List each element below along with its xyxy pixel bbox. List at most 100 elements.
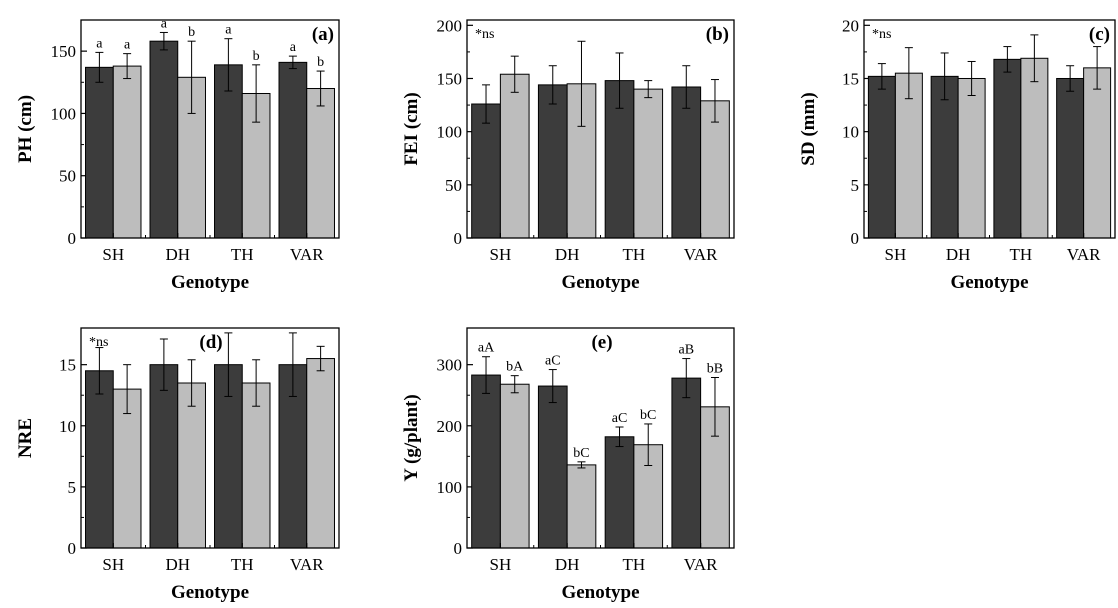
panel-label: (c) <box>1089 24 1110 45</box>
bar-series1-SH <box>85 66 114 239</box>
y-tick-label: 0 <box>454 539 463 558</box>
significance-label: a <box>290 40 297 55</box>
y-tick-label: 150 <box>51 42 77 61</box>
significance-label: bC <box>573 446 589 461</box>
bar-series1-DH <box>537 84 568 239</box>
y-tick-label: 10 <box>842 123 859 142</box>
y-tick-label: 300 <box>437 356 463 375</box>
x-tick-label: TH <box>623 555 646 574</box>
bar-series1-TH <box>993 58 1022 239</box>
y-tick-label: 15 <box>59 356 76 375</box>
bar-series1-TH <box>604 436 635 549</box>
bar-series2-SH <box>112 65 142 239</box>
bar-series1-DH <box>149 40 179 239</box>
y-tick-label: 10 <box>59 417 76 436</box>
y-tick-label: 0 <box>454 229 463 248</box>
x-axis-title: Genotype <box>171 272 249 293</box>
significance-annotation: *ns <box>475 27 494 42</box>
chart-panel-a: 0 50 100 150 a a a a a b b b SH DH TH VAR Genotype PH (cm… <box>15 16 340 293</box>
bar-series2-VAR <box>1083 67 1112 239</box>
x-axis-title: Genotype <box>950 272 1028 293</box>
x-axis-title: Genotype <box>171 582 249 603</box>
bar-series1-VAR <box>671 86 702 239</box>
bar-series2-TH <box>1020 57 1049 239</box>
chart-panel-d: 0 5 10 15 SH DH TH VAR Genotype NRE (d) *ns <box>15 327 340 603</box>
y-tick-label: 100 <box>51 104 77 123</box>
y-axis-title: PH (cm) <box>15 95 36 163</box>
significance-label: a <box>161 16 168 31</box>
y-axis-title: SD (mm) <box>798 92 819 165</box>
chart-panel-e: 0 100 200 300 aA aC aC aB bA bC bC bB SH DH TH VAR Genot… <box>401 327 735 603</box>
y-tick-label: 15 <box>842 69 859 88</box>
bar-series2-DH <box>177 382 206 549</box>
significance-label: bC <box>640 408 656 423</box>
y-tick-label: 50 <box>445 176 462 195</box>
x-tick-label: VAR <box>1067 245 1101 264</box>
x-tick-label: TH <box>231 555 254 574</box>
significance-label: aA <box>478 341 495 356</box>
x-tick-label: DH <box>555 555 580 574</box>
y-axis-title: NRE <box>15 418 36 458</box>
significance-label: a <box>124 38 131 53</box>
y-tick-label: 100 <box>437 478 463 497</box>
bar-series1-DH <box>537 385 568 549</box>
chart-panel-b: 0 50 100 150 200 SH DH TH VAR Genotype FEI (cm) (b)… <box>401 16 735 293</box>
y-tick-label: 0 <box>851 229 860 248</box>
bar-series2-TH <box>633 88 664 239</box>
panel-label: (b) <box>706 24 729 45</box>
x-tick-label: SH <box>490 555 512 574</box>
x-axis-title: Genotype <box>561 582 639 603</box>
y-tick-label: 200 <box>437 16 463 35</box>
plot-frame <box>863 19 1116 239</box>
x-tick-label: SH <box>490 245 512 264</box>
significance-label: aB <box>678 343 694 358</box>
x-tick-label: SH <box>885 245 907 264</box>
bar-series2-SH <box>499 383 530 549</box>
significance-label: b <box>188 25 195 40</box>
x-axis-title: Genotype <box>561 272 639 293</box>
bar-series2-DH <box>566 464 597 549</box>
panel-label: (d) <box>199 332 222 353</box>
x-tick-label: DH <box>165 555 190 574</box>
bar-series1-SH <box>867 75 896 239</box>
significance-label: aC <box>612 411 628 426</box>
x-tick-label: DH <box>946 245 971 264</box>
y-tick-label: 0 <box>68 539 77 558</box>
x-tick-label: VAR <box>684 245 718 264</box>
bar-series2-SH <box>499 73 530 239</box>
chart-panel-c: 0 5 10 15 20 SH DH TH VAR Genotype SD (mm) (c) *ns <box>798 16 1116 293</box>
x-tick-label: VAR <box>290 245 324 264</box>
y-tick-label: 5 <box>851 176 860 195</box>
panel-label: (e) <box>591 332 612 353</box>
significance-annotation: *ns <box>89 335 108 350</box>
x-tick-label: TH <box>623 245 646 264</box>
plot-frame <box>80 327 340 549</box>
x-tick-label: DH <box>165 245 190 264</box>
bar-series1-SH <box>471 374 501 549</box>
significance-label: a <box>225 23 232 38</box>
y-tick-label: 100 <box>437 123 463 142</box>
bar-series1-SH <box>85 370 114 549</box>
x-tick-label: SH <box>102 555 124 574</box>
y-tick-label: 5 <box>68 478 77 497</box>
x-tick-label: VAR <box>684 555 718 574</box>
significance-label: b <box>317 55 324 70</box>
bar-series2-DH <box>957 77 986 239</box>
y-tick-label: 150 <box>437 69 463 88</box>
bar-series1-VAR <box>278 61 308 239</box>
bar-series1-DH <box>930 75 959 239</box>
panel-label: (a) <box>312 24 334 45</box>
y-tick-label: 50 <box>59 167 76 186</box>
significance-label: b <box>253 49 260 64</box>
bar-series1-VAR <box>1056 77 1085 239</box>
bar-series2-VAR <box>306 88 335 239</box>
significance-label: aC <box>545 354 561 369</box>
x-tick-label: DH <box>555 245 580 264</box>
significance-label: a <box>96 36 103 51</box>
plot-frame <box>466 19 735 239</box>
bar-series2-VAR <box>306 358 335 549</box>
x-tick-label: TH <box>1010 245 1033 264</box>
x-tick-label: SH <box>102 245 124 264</box>
plot-frame <box>466 327 735 549</box>
